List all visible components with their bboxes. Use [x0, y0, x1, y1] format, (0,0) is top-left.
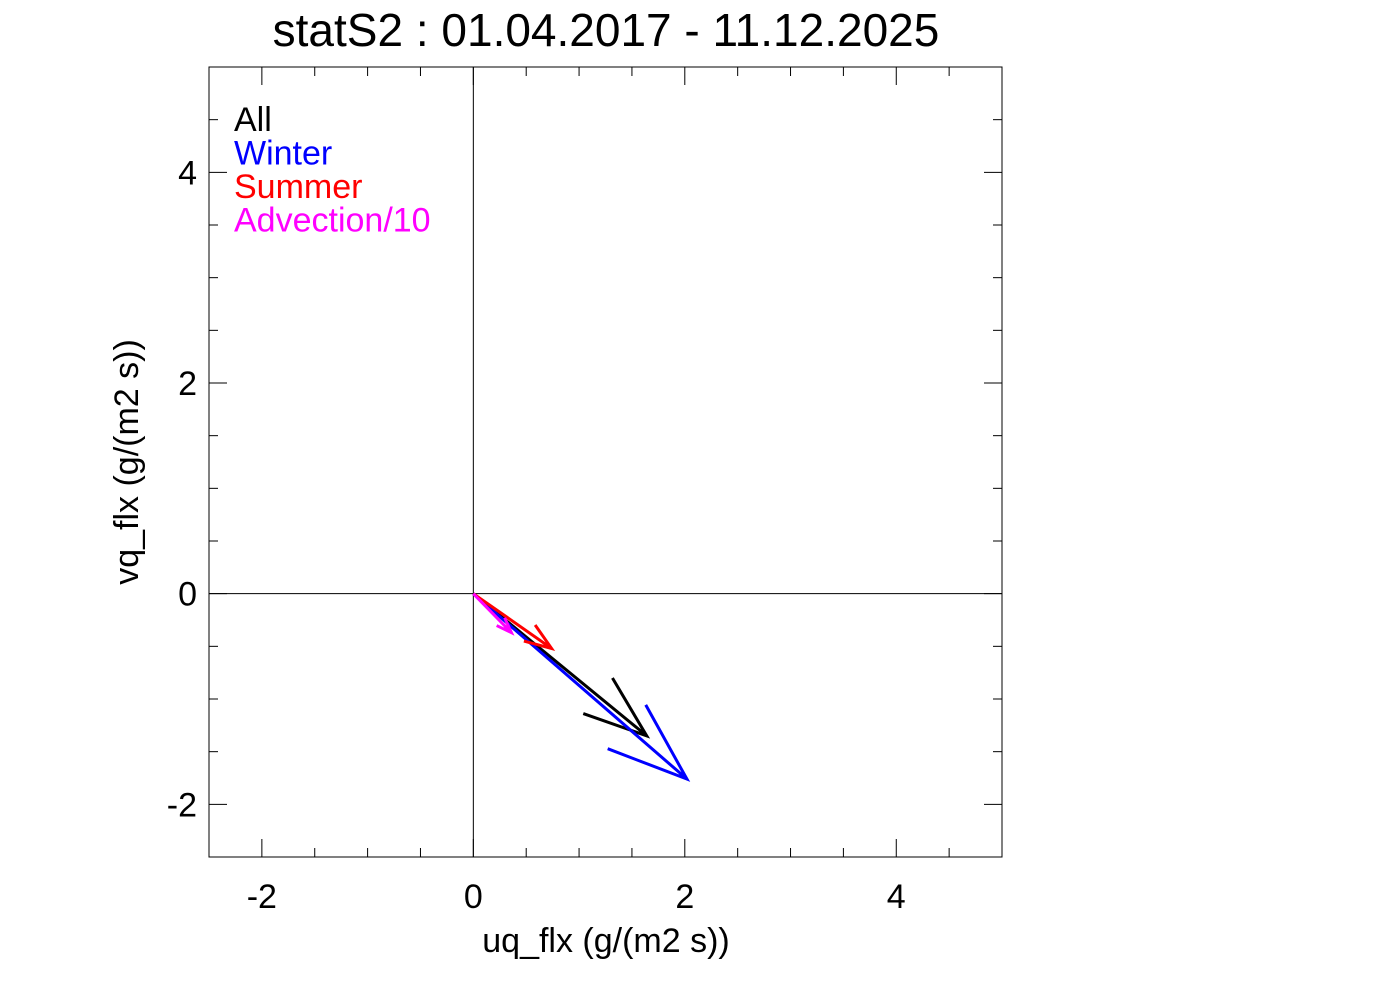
y-tick-labels: -2 0 2 4: [167, 154, 197, 824]
legend-entry: All: [234, 101, 272, 139]
legend-entry: Advection/10: [234, 202, 431, 240]
minor-ticks: [209, 67, 1002, 857]
x-tick-labels: -2 0 2 4: [247, 878, 906, 916]
y-axis-label: vq_flx (g/(m2 s)): [108, 339, 146, 585]
chart-title: statS2 : 01.04.2017 - 11.12.2025: [273, 4, 940, 56]
legend-entry: Winter: [234, 135, 332, 173]
legend-entry: Summer: [234, 168, 362, 206]
y-tick-label: 2: [178, 365, 197, 403]
x-tick-label: 0: [464, 878, 483, 916]
vector-arrow-advection-10: [472, 592, 515, 636]
x-tick-label: -2: [247, 878, 277, 916]
vector-arrows: [472, 592, 691, 782]
y-tick-label: 0: [178, 576, 197, 614]
y-tick-label: -2: [167, 786, 197, 824]
plot-frame: [208, 66, 1003, 858]
x-axis-label: uq_flx (g/(m2 s)): [482, 922, 730, 960]
y-tick-label: 4: [178, 154, 197, 192]
vector-arrow-summer: [472, 592, 556, 651]
x-tick-label: 4: [887, 878, 906, 916]
x-tick-label: 2: [675, 878, 694, 916]
